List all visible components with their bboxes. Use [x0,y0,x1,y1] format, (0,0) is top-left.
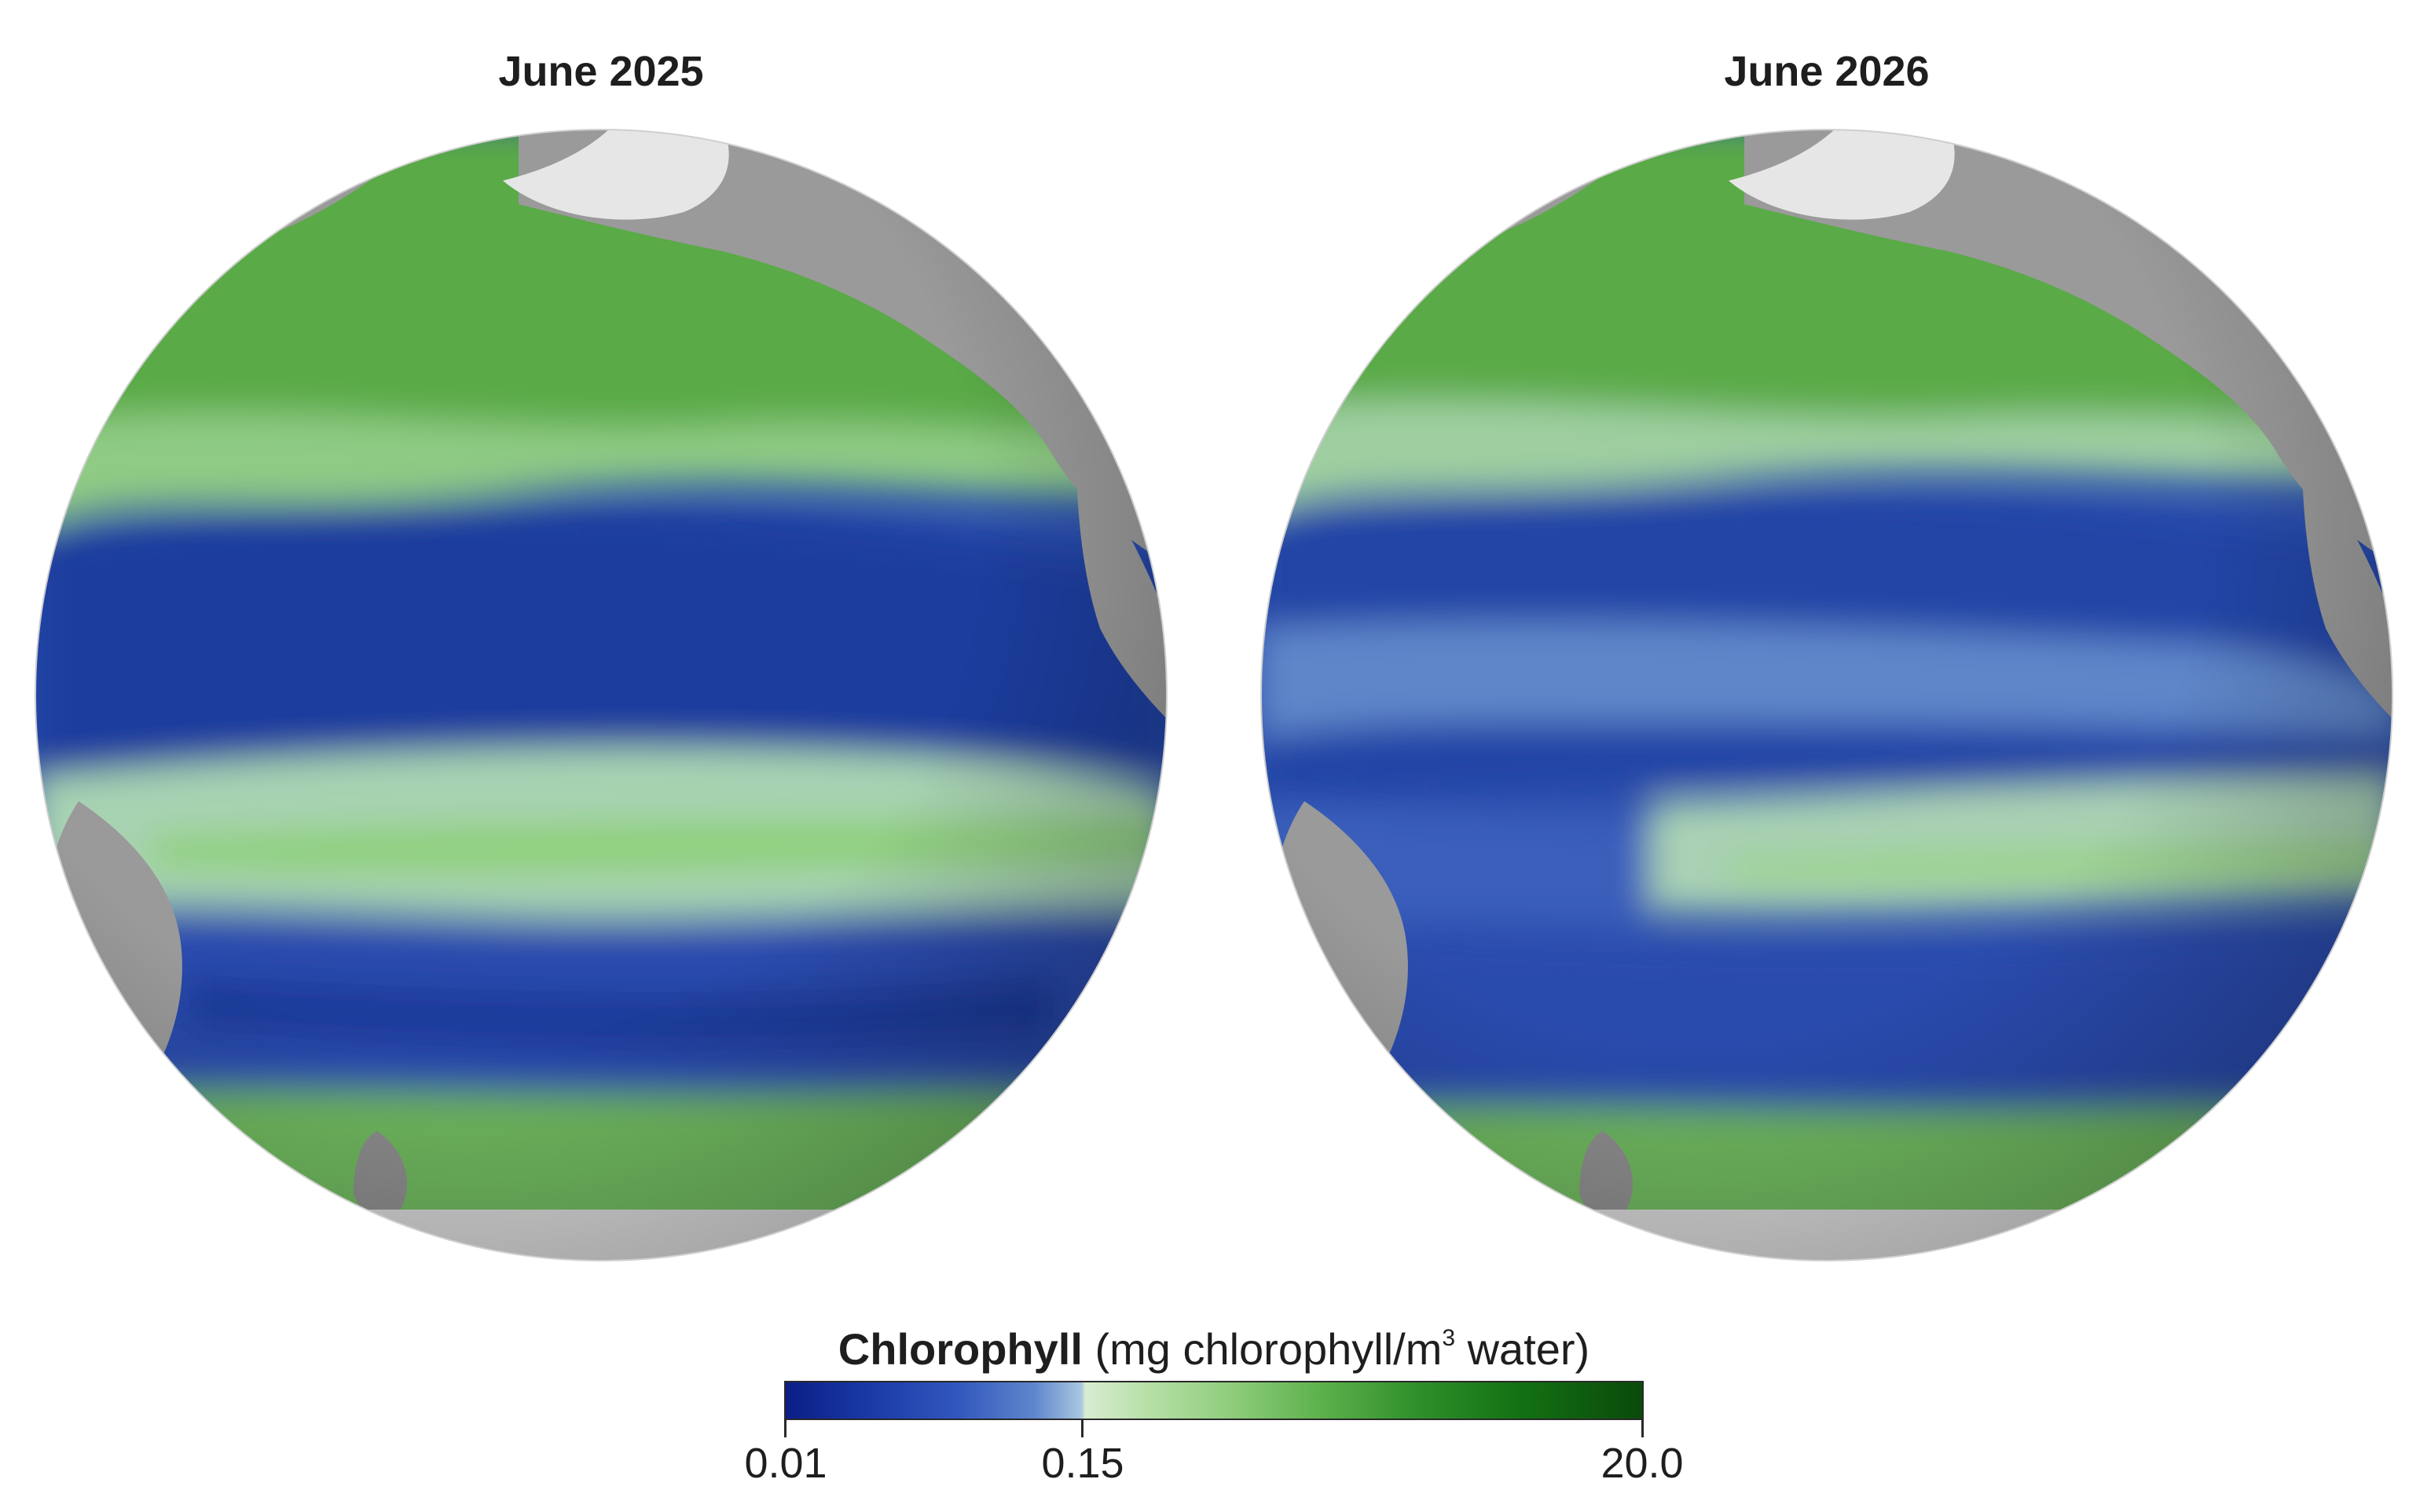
globe-june-2025 [35,129,1168,1261]
colorbar-tick-max [1641,1419,1644,1437]
colorbar-tick-label-mid: 0.15 [1041,1440,1124,1487]
panel-title-june-2025: June 2025 [498,48,704,95]
colorbar [784,1381,1644,1420]
colorbar-units-superscript: 3 [1442,1325,1456,1351]
colorbar-tick-label-min: 0.01 [744,1440,827,1487]
colorbar-tick-min [784,1419,786,1437]
colorbar-title: Chlorophyll (mg chlorophyll/m3 water) [801,1323,1626,1375]
colorbar-units-suffix: water) [1455,1324,1590,1374]
panel-title-june-2026: June 2026 [1724,48,1930,95]
colorbar-tick-label-max: 20.0 [1600,1440,1684,1487]
colorbar-title-bold: Chlorophyll [838,1324,1083,1374]
colorbar-tick-mid [1081,1419,1084,1437]
globe-june-2026 [1260,129,2393,1261]
colorbar-units-prefix: (mg chlorophyll/m [1082,1324,1443,1374]
